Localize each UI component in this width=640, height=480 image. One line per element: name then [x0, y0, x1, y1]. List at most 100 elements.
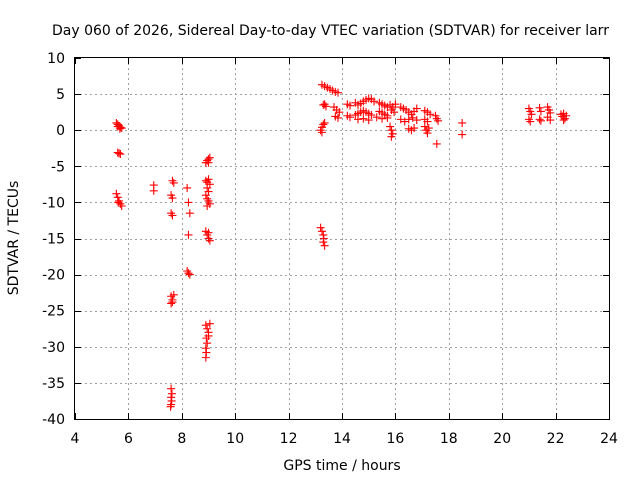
data-point — [201, 321, 210, 330]
y-tick-label: -25 — [42, 304, 65, 320]
x-tick-label: 18 — [440, 431, 458, 447]
x-tick-label: 22 — [547, 431, 565, 447]
data-point — [204, 158, 213, 167]
data-point — [391, 100, 400, 109]
chart-title: Day 060 of 2026, Sidereal Day-to-day VTE… — [52, 23, 609, 39]
data-point — [333, 113, 342, 122]
data-point — [387, 132, 396, 141]
data-point — [168, 298, 177, 307]
data-point — [112, 189, 121, 198]
data-point — [205, 236, 214, 245]
data-point — [205, 319, 214, 328]
data-point — [203, 324, 212, 333]
data-point — [204, 175, 213, 184]
data-point — [400, 117, 409, 126]
data-point — [546, 116, 555, 125]
data-point — [320, 100, 329, 109]
data-point — [117, 202, 126, 211]
data-point — [319, 120, 328, 129]
plot-frame — [74, 57, 610, 420]
x-tick-label: 24 — [600, 431, 618, 447]
data-point — [333, 88, 342, 97]
data-point — [562, 111, 571, 120]
data-point — [203, 183, 212, 192]
grid — [75, 58, 609, 419]
data-point — [408, 113, 417, 122]
data-point — [184, 230, 193, 239]
data-point — [149, 186, 158, 195]
data-point — [412, 116, 421, 125]
data-point — [458, 118, 467, 127]
x-tick-label: 4 — [71, 431, 80, 447]
data-point — [423, 129, 432, 138]
y-tick-label: -10 — [42, 195, 65, 211]
data-point — [203, 202, 212, 211]
x-tick-label: 16 — [386, 431, 404, 447]
data-point — [204, 187, 213, 196]
axis-ticks: 4 6 8 10 12 14 16 18 20 22 24 -40 -35 -30 -25 -20 -15 -10… — [42, 51, 618, 447]
data-points — [112, 80, 571, 411]
data-point — [185, 270, 194, 279]
data-point — [346, 113, 355, 122]
data-point — [404, 115, 413, 124]
data-point — [319, 238, 328, 247]
data-point — [168, 194, 177, 203]
y-tick-label: 0 — [56, 123, 65, 139]
data-point — [167, 389, 176, 398]
data-point — [205, 153, 214, 162]
data-point — [527, 110, 536, 119]
data-point — [321, 102, 330, 111]
data-point — [184, 198, 193, 207]
x-tick-label: 6 — [124, 431, 133, 447]
data-point — [359, 114, 368, 123]
x-tick-label: 10 — [226, 431, 244, 447]
data-point — [203, 339, 212, 348]
data-point — [346, 101, 355, 110]
data-point — [559, 116, 568, 125]
data-point — [335, 108, 344, 117]
data-point — [354, 115, 363, 124]
data-point — [317, 128, 326, 137]
data-point — [383, 113, 392, 122]
y-tick-label: -35 — [42, 376, 65, 392]
data-point — [168, 176, 177, 185]
y-tick-label: -40 — [42, 412, 65, 428]
data-point — [115, 149, 124, 158]
x-tick-label: 12 — [280, 431, 298, 447]
data-point — [458, 130, 467, 139]
data-point — [117, 124, 126, 133]
data-point — [386, 122, 395, 131]
y-axis-label: SDTVAR / TECUs — [6, 181, 22, 296]
x-axis-label: GPS time / hours — [283, 458, 400, 474]
data-point — [202, 334, 211, 343]
data-point — [535, 103, 544, 112]
data-point — [204, 331, 213, 340]
data-point — [166, 402, 175, 411]
data-point — [183, 183, 192, 192]
data-point — [370, 97, 379, 106]
y-tick-label: 5 — [56, 87, 65, 103]
data-point — [204, 228, 213, 237]
data-point — [115, 124, 124, 133]
x-tick-label: 20 — [493, 431, 511, 447]
data-point — [316, 223, 325, 232]
data-point — [396, 115, 405, 124]
data-point — [536, 116, 545, 125]
data-point — [426, 110, 435, 119]
data-point — [169, 290, 178, 299]
data-point — [367, 111, 376, 120]
x-tick-label: 14 — [333, 431, 351, 447]
data-point — [114, 198, 123, 207]
data-point — [536, 107, 545, 116]
y-tick-label: 10 — [47, 51, 65, 67]
data-point — [546, 108, 555, 117]
y-tick-label: -5 — [51, 159, 65, 175]
data-point — [423, 117, 432, 126]
data-point — [185, 209, 194, 218]
data-point — [432, 139, 441, 148]
data-point — [167, 299, 176, 308]
data-point — [526, 117, 535, 126]
data-point — [364, 116, 373, 125]
data-point — [168, 211, 177, 220]
y-tick-label: -30 — [42, 340, 65, 356]
